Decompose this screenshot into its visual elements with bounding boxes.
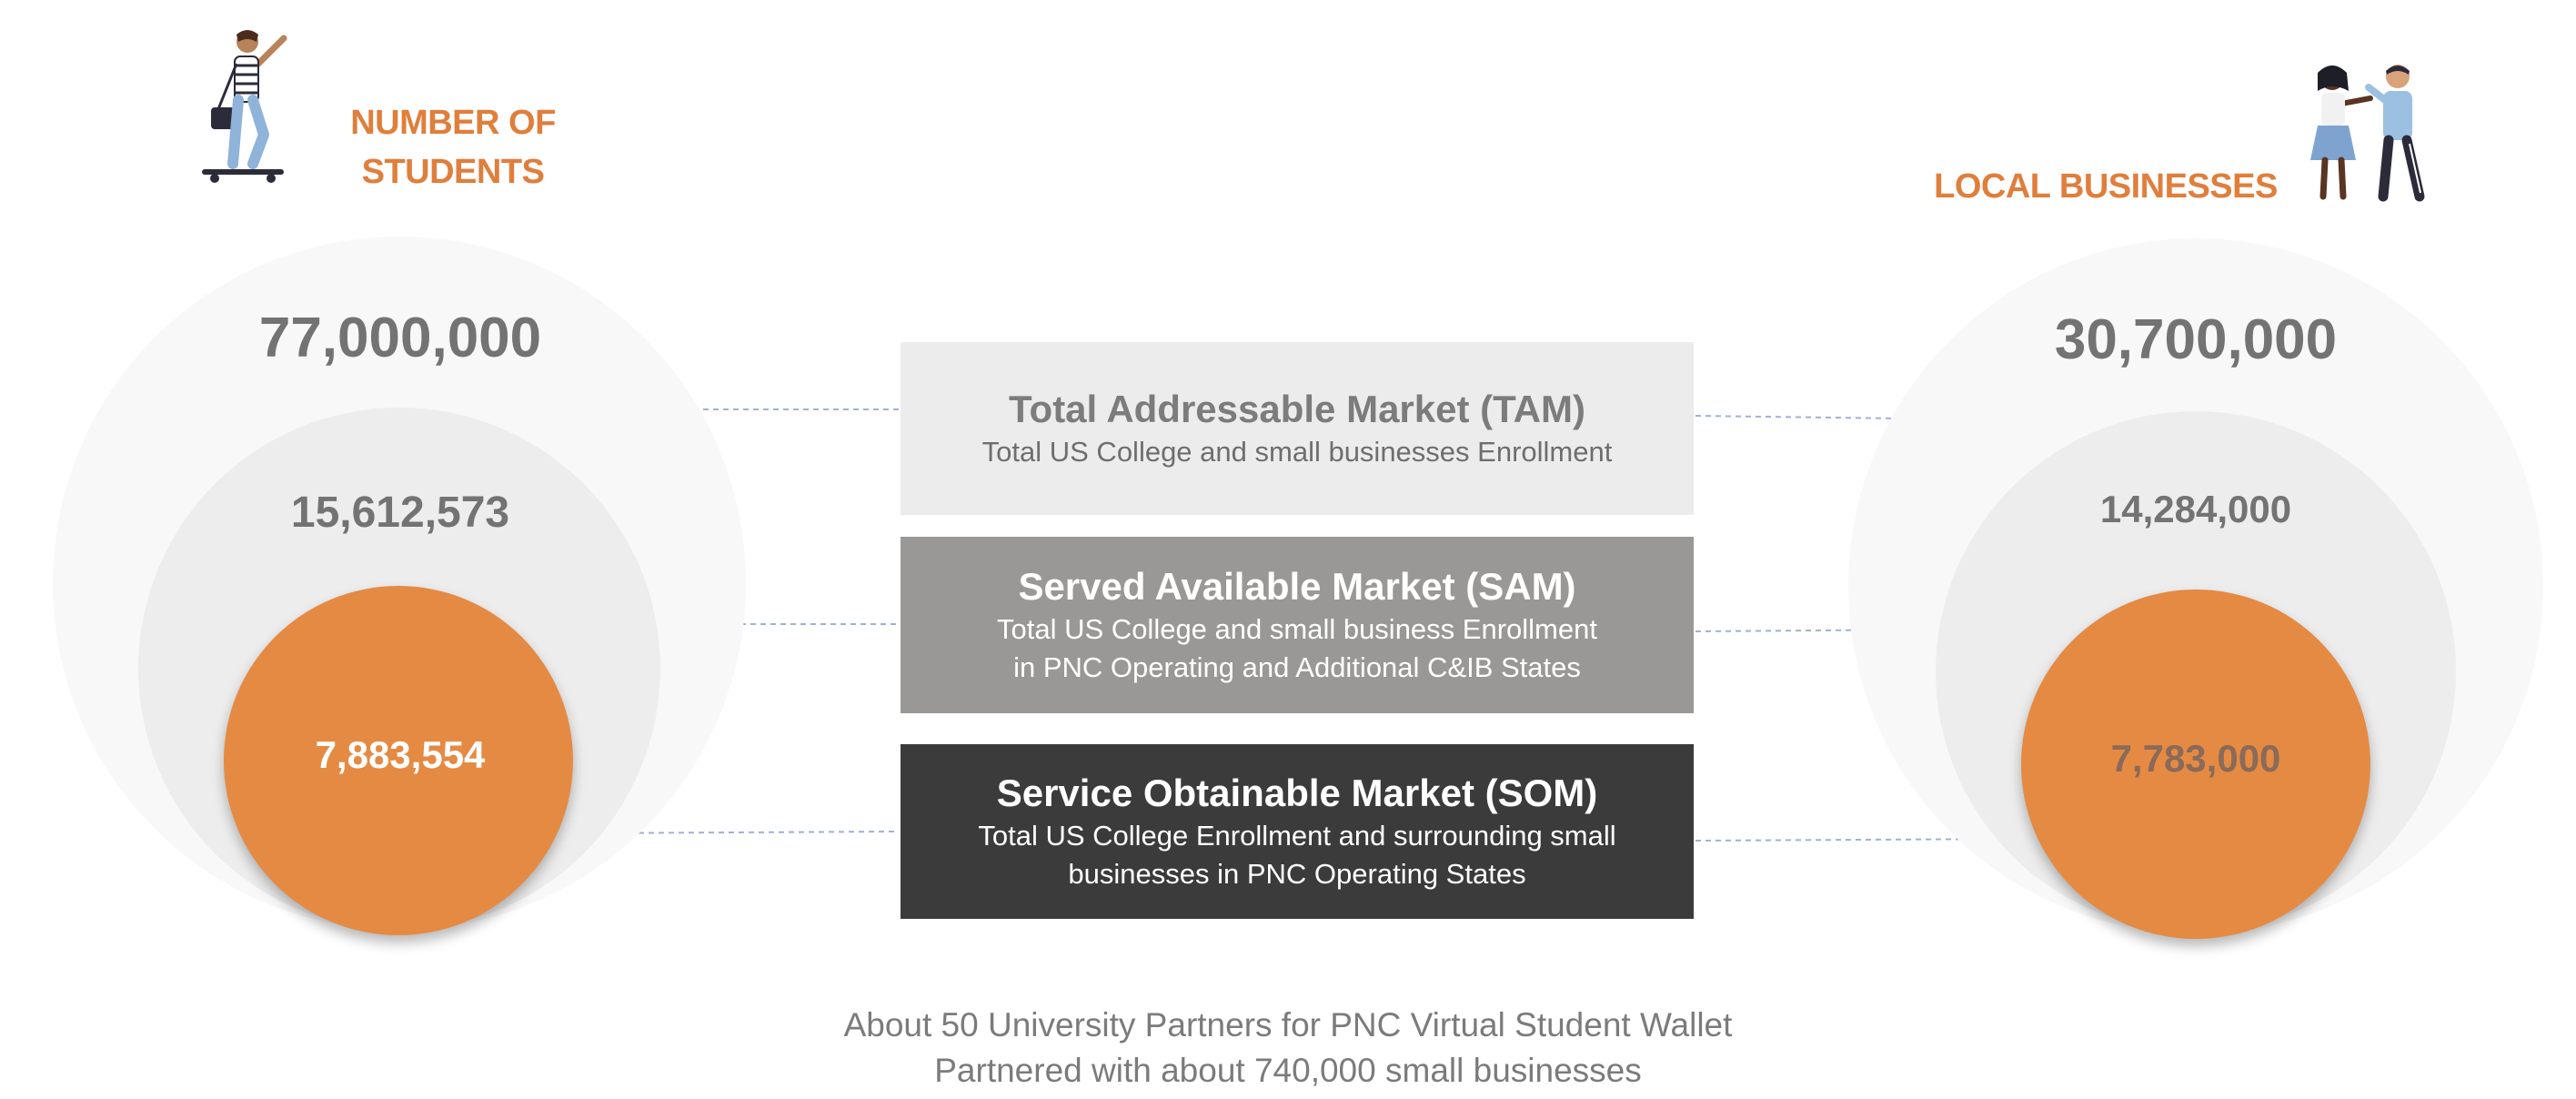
- som-subtitle-line1: Total US College Enrollment and surround…: [978, 820, 1616, 852]
- students-sam-value: 15,612,573: [290, 489, 510, 537]
- businesses-tam-value: 30,700,000: [2054, 308, 2338, 371]
- students-heading-line1: NUMBER OF: [350, 104, 556, 142]
- tam-title: Total Addressable Market (TAM): [1009, 388, 1585, 430]
- businesses-heading: LOCAL BUSINESSES: [1934, 167, 2278, 206]
- two-people-chatting-illustration: [2310, 65, 2425, 202]
- som-subtitle-line2: businesses in PNC Operating States: [1068, 858, 1526, 890]
- students-tam-value: 77,000,000: [258, 307, 542, 369]
- businesses-sam-value: 14,284,000: [2099, 488, 2292, 530]
- businesses-som-circle: [2021, 590, 2370, 939]
- footer-line1: About 50 University Partners for PNC Vir…: [843, 1006, 1733, 1044]
- footer-line2: Partnered with about 740,000 small busin…: [934, 1052, 1642, 1089]
- tam-subtitle: Total US College and small businesses En…: [981, 436, 1613, 468]
- students-heading: NUMBER OF STUDENTS: [307, 98, 599, 197]
- som-box: Service Obtainable Market (SOM) Total US…: [901, 744, 1694, 919]
- tam-connector-right: [1695, 415, 1902, 419]
- sam-subtitle-line2: in PNC Operating and Additional C&IB Sta…: [1013, 651, 1581, 683]
- students-som-circle: [224, 586, 573, 935]
- skateboarder-student-illustration: [202, 30, 287, 183]
- sam-box: Served Available Market (SAM) Total US C…: [901, 537, 1694, 713]
- sam-subtitle-line1: Total US College and small business Enro…: [997, 613, 1597, 645]
- students-som-value: 7,883,554: [315, 733, 486, 776]
- som-title: Service Obtainable Market (SOM): [996, 771, 1598, 814]
- sam-title: Served Available Market (SAM): [1018, 565, 1576, 608]
- students-heading-line2: STUDENTS: [361, 153, 545, 191]
- businesses-som-value: 7,783,000: [2110, 737, 2281, 780]
- tam-box: Total Addressable Market (TAM) Total US …: [901, 342, 1694, 515]
